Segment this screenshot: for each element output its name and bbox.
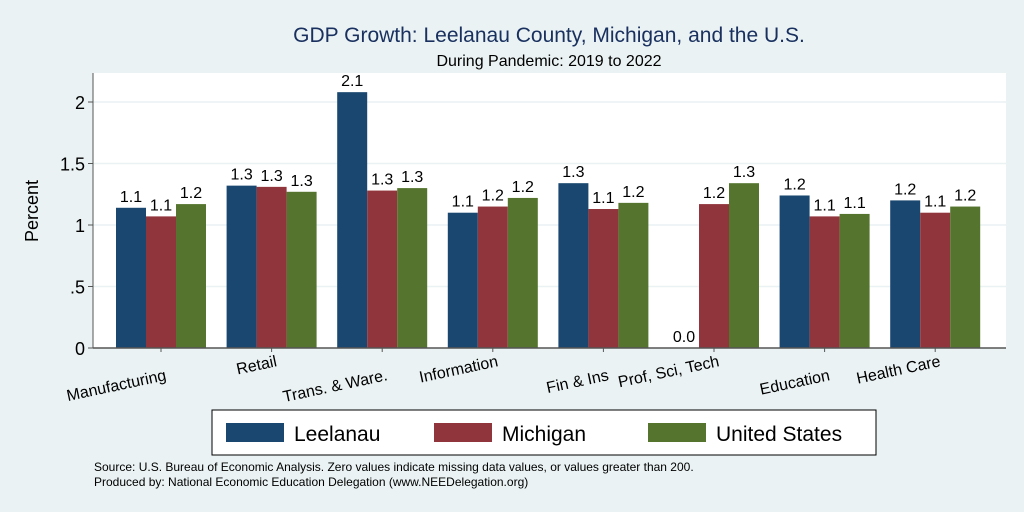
x-tick-label: Prof, Sci, Tech — [617, 353, 721, 391]
source-note: Source: U.S. Bureau of Economic Analysis… — [94, 460, 694, 474]
data-label: 1.2 — [783, 176, 805, 193]
x-tick-label: Health Care — [855, 353, 942, 387]
data-label: 1.1 — [150, 197, 172, 214]
data-label: 1.3 — [562, 164, 584, 181]
data-label: 1.2 — [703, 185, 725, 202]
bar-michigan — [809, 216, 840, 348]
y-tick-label: 1 — [75, 216, 85, 236]
bar-united-states — [507, 197, 538, 348]
legend-swatch-united-states — [648, 423, 706, 442]
bar-united-states — [839, 213, 870, 348]
x-tick-label: Education — [758, 367, 831, 398]
data-label: 1.2 — [894, 181, 916, 198]
x-tick-label: Information — [418, 353, 500, 386]
chart-subtitle: During Pandemic: 2019 to 2022 — [436, 53, 661, 70]
legend-swatch-leelanau — [226, 423, 284, 442]
data-label: 1.2 — [482, 188, 504, 205]
bar-leelanau — [226, 185, 257, 348]
bar-michigan — [699, 204, 729, 348]
produced-by-note: Produced by: National Economic Education… — [94, 475, 528, 489]
x-tick-label: Fin & Ins — [545, 367, 610, 397]
data-label: 1.1 — [592, 190, 614, 207]
y-axis-label: Percent — [22, 180, 42, 242]
bar-united-states — [397, 188, 428, 348]
bar-michigan — [920, 212, 951, 348]
bar-united-states — [950, 206, 981, 348]
legend-label: Leelanau — [294, 423, 380, 446]
data-label: 1.1 — [120, 189, 142, 206]
y-tick-label: 2 — [75, 93, 85, 113]
legend: Leelanau Michigan United States — [211, 409, 877, 456]
y-tick-label: 1.5 — [60, 155, 85, 175]
data-label: 1.1 — [843, 195, 865, 212]
data-label: 1.2 — [512, 179, 534, 196]
bar-michigan — [367, 190, 398, 348]
data-label: 2.1 — [341, 73, 363, 90]
data-label: 1.3 — [230, 167, 252, 184]
bar-leelanau — [779, 195, 810, 348]
bar-michigan — [588, 209, 619, 348]
data-label: 1.1 — [813, 197, 835, 214]
bar-leelanau — [447, 212, 478, 348]
data-label: 1.2 — [954, 188, 976, 205]
bar-united-states — [729, 183, 759, 348]
bar-united-states — [286, 191, 317, 348]
bar-united-states — [176, 204, 206, 348]
data-label: 1.3 — [290, 173, 312, 190]
x-tick-label: Manufacturing — [65, 367, 168, 405]
legend-swatch-michigan — [434, 423, 492, 442]
bar-united-states — [618, 202, 649, 348]
data-label: 0.0 — [673, 329, 695, 346]
data-label: 1.3 — [401, 169, 423, 186]
legend-box — [211, 409, 877, 456]
bar-leelanau — [337, 92, 368, 348]
data-label: 1.1 — [452, 194, 474, 211]
x-tick-label: Trans. & Ware. — [281, 367, 389, 406]
bar-leelanau — [116, 207, 146, 348]
data-label: 1.1 — [924, 194, 946, 211]
y-tick-label: .5 — [70, 278, 85, 298]
bar-michigan — [256, 186, 287, 348]
bar-leelanau — [558, 183, 589, 348]
bar-leelanau — [890, 200, 921, 348]
bars — [116, 92, 981, 348]
y-tick-label: 0 — [75, 339, 85, 359]
legend-label: United States — [716, 423, 842, 446]
bar-michigan — [477, 206, 508, 348]
chart-title: GDP Growth: Leelanau County, Michigan, a… — [293, 24, 805, 47]
y-ticks: 0 .5 1 1.5 2 — [60, 93, 93, 359]
legend-label: Michigan — [502, 423, 586, 446]
data-labels: 1.1 1.1 1.2 1.3 1.3 1.3 2.1 1.3 1.3 1.1 1.2 1.2 1.3 1… — [120, 73, 977, 346]
data-label: 1.3 — [733, 164, 755, 181]
data-label: 1.2 — [180, 185, 202, 202]
data-label: 1.2 — [622, 184, 644, 201]
bar-michigan — [146, 216, 176, 348]
data-label: 1.3 — [260, 168, 282, 185]
data-label: 1.3 — [371, 172, 393, 189]
x-tick-label: Retail — [235, 353, 279, 378]
